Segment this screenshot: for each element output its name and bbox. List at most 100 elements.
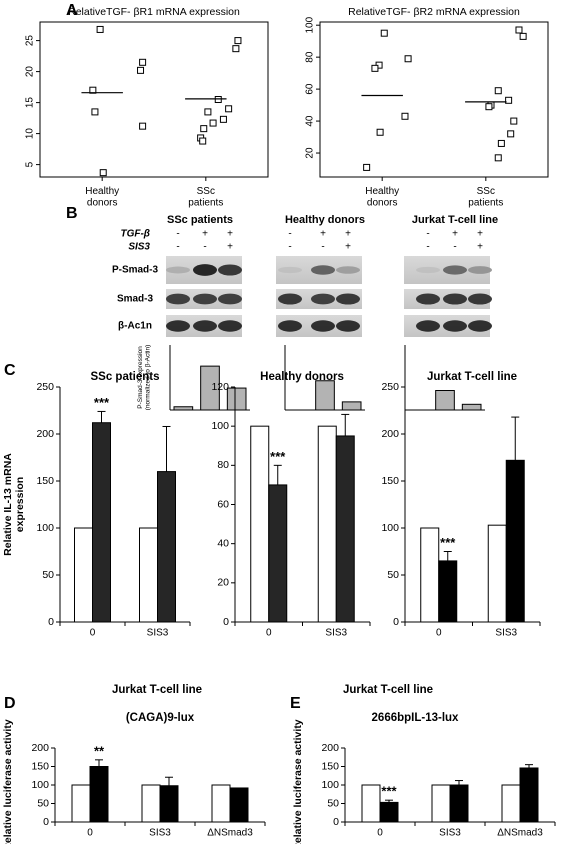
y-tick-label: 10 — [25, 128, 36, 140]
data-point — [96, 25, 104, 33]
data-point — [137, 66, 145, 74]
x-tick-label: SIS3 — [495, 628, 517, 639]
x-tick-label: SSc patients — [188, 186, 223, 209]
western-blot: TGF-β SIS3 P-Smad-3 Smad-3 β-Ac1n SSc patient… — [112, 214, 498, 337]
bar — [139, 527, 158, 623]
panel-label: D — [4, 695, 16, 712]
blot-band — [218, 264, 242, 276]
data-point — [519, 32, 527, 40]
bar — [315, 380, 335, 411]
data-point — [99, 169, 107, 177]
y-tick-label: 40 — [217, 537, 229, 549]
bar — [250, 425, 270, 623]
data-point — [200, 125, 208, 133]
x-tick-label: 0 — [87, 828, 93, 839]
blot-band — [336, 320, 360, 332]
chart-subtitle: (CAGA)9-lux — [126, 712, 195, 724]
blot-band — [336, 293, 360, 305]
y-tick-label: 100 — [321, 779, 339, 791]
y-tick-label: 50 — [37, 797, 49, 809]
blot-band — [278, 266, 302, 274]
row-label: Smad-3 — [117, 294, 154, 305]
y-tick-label: 150 — [36, 475, 54, 487]
y-tick-label: 100 — [31, 779, 49, 791]
bar — [449, 784, 469, 823]
treatment-sign: + — [202, 229, 208, 240]
column-title: Jurkat T-cell line — [412, 214, 498, 226]
y-tick-label: 25 — [25, 35, 36, 47]
data-point — [404, 55, 412, 63]
y-tick-label: 200 — [381, 428, 399, 440]
y-tick-label: 5 — [25, 161, 36, 167]
y-tick-label: 60 — [217, 498, 229, 510]
x-tick-label: 0 — [266, 628, 272, 639]
data-point — [204, 108, 212, 116]
blot-band — [416, 266, 440, 274]
blot-band — [193, 320, 217, 332]
bar — [173, 406, 194, 411]
y-tick-label: 20 — [305, 147, 316, 159]
bar — [461, 403, 482, 411]
bar — [438, 560, 458, 623]
y-tick-label: 60 — [305, 83, 316, 95]
y-tick-label: 100 — [211, 420, 229, 432]
treatment-label: TGF-β — [120, 229, 150, 240]
y-tick-label: 50 — [327, 797, 339, 809]
blot-band — [166, 320, 190, 332]
x-tick-label: SIS3 — [147, 628, 169, 639]
data-point — [139, 122, 147, 130]
x-tick-label: Healthy donors — [85, 186, 119, 209]
x-tick-label: SIS3 — [325, 628, 347, 639]
bar — [92, 422, 111, 623]
bar — [379, 801, 399, 823]
bar — [141, 784, 161, 823]
treatment-sign: + — [345, 229, 351, 240]
bar — [487, 524, 507, 623]
y-tick-label: 15 — [25, 97, 36, 109]
data-point — [515, 26, 523, 34]
data-point — [380, 29, 388, 37]
y-axis-label: Relative luciferase activity — [292, 719, 304, 844]
data-point — [234, 37, 242, 45]
data-point — [214, 96, 222, 103]
treatment-sign: + — [345, 242, 351, 253]
y-tick-label: 100 — [381, 522, 399, 534]
blot-band — [443, 265, 467, 275]
x-tick-label: SIS3 — [149, 828, 171, 839]
data-point — [485, 103, 493, 111]
x-tick-label: ΔNSmad3 — [207, 828, 253, 839]
data-point — [199, 137, 207, 145]
blot-band — [278, 293, 302, 305]
treatment-sign: - — [426, 242, 429, 253]
bar — [435, 390, 455, 411]
y-tick-label: 20 — [217, 577, 229, 589]
x-tick-label: Healthy donors — [365, 186, 399, 209]
treatment-sign: - — [288, 242, 291, 253]
treatment-sign: + — [452, 229, 458, 240]
data-point — [497, 139, 505, 147]
blot-band — [311, 293, 335, 305]
treatment-sign: - — [453, 242, 456, 253]
data-point — [91, 108, 99, 116]
treatment-sign: + — [477, 242, 483, 253]
chart-subtitle: 2666bpIL-13-lux — [372, 712, 460, 724]
panel-label: B — [66, 205, 78, 222]
y-tick-label: 100 — [305, 16, 316, 33]
panel-label: E — [290, 695, 301, 712]
y-tick-label: 200 — [321, 742, 339, 754]
chart-title: Jurkat T-cell line — [112, 684, 202, 696]
y-tick-label: 0 — [48, 616, 54, 628]
y-tick-label: 250 — [381, 381, 399, 393]
bar — [268, 484, 288, 623]
treatment-sign: + — [477, 229, 483, 240]
blot-band — [166, 293, 190, 305]
y-tick-label: 0 — [333, 816, 339, 828]
data-point — [139, 58, 147, 66]
blot-band — [193, 293, 217, 305]
y-tick-label: 0 — [223, 616, 229, 628]
x-tick-label: 0 — [377, 828, 383, 839]
row-label: P-Smad-3 — [112, 265, 159, 276]
bar — [431, 784, 451, 823]
y-axis-label: Relative IL-13 mRNAexpression — [2, 453, 26, 556]
blot-band — [218, 293, 242, 305]
